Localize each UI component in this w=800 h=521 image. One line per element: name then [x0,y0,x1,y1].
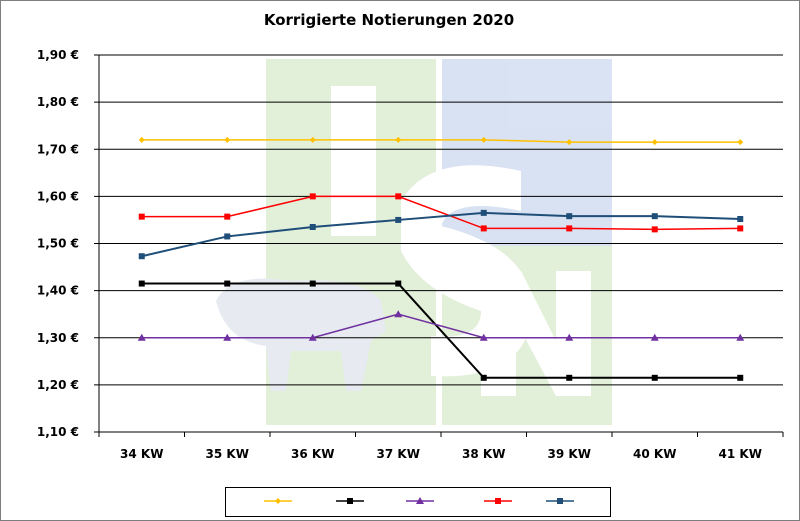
data-point [309,193,316,200]
y-axis-ticks: 1,10 € 1,20 € 1,30 € 1,40 € 1,50 € 1,60 € 1,70… [37,48,99,439]
data-point [480,374,487,381]
data-point [224,213,231,220]
y-tick-label: 1,80 € [37,95,79,109]
y-tick-label: 1,20 € [37,378,79,392]
data-point [737,225,744,232]
data-point [308,333,317,341]
data-point [309,280,316,287]
series-2 [138,280,744,381]
data-point [566,225,573,232]
isn-watermark-logo [216,59,612,425]
x-tick-label: 35 KW [206,447,249,461]
y-tick-label: 1,50 € [37,237,79,251]
data-point [224,136,231,143]
data-point [395,193,402,200]
data-point [138,253,145,260]
legend [225,487,611,517]
x-tick-label: 34 KW [120,447,163,461]
data-point [309,224,316,231]
legend-item-1 [264,498,292,504]
x-tick-label: 40 KW [633,447,676,461]
y-tick-label: 1,10 € [37,425,79,439]
y-tick-label: 1,70 € [37,142,79,156]
x-tick-label: 41 KW [719,447,762,461]
legend-item-5 [546,498,574,504]
series-line [141,195,741,231]
data-point [737,139,744,146]
data-point [138,213,145,220]
y-tick-label: 1,40 € [37,284,79,298]
data-point [480,209,487,216]
data-point [395,136,402,143]
legend-swatches [264,497,574,504]
data-point [394,310,403,318]
data-point [275,498,281,504]
data-point [395,216,402,223]
x-axis-ticks: 34 KW 35 KW 36 KW 37 KW 38 KW 39 KW 40 KW 41 KW [98,432,784,461]
series-line [141,211,741,258]
legend-item-4 [484,498,512,504]
data-point [137,333,146,341]
data-point [480,225,487,232]
y-tick-label: 1,90 € [37,48,79,62]
series-3 [137,310,745,341]
series-line [141,313,741,339]
data-point [224,233,231,240]
x-tick-label: 37 KW [377,447,420,461]
series-4 [138,193,744,233]
data-point [495,498,501,504]
data-point [651,139,658,146]
data-point [480,136,487,143]
series-line [141,139,741,143]
data-point [347,498,353,504]
data-point [138,136,145,143]
data-point [479,333,488,341]
x-tick-label: 39 KW [548,447,591,461]
data-point [557,498,563,504]
data-point [651,374,658,381]
data-point [224,280,231,287]
data-point [737,215,744,222]
data-point [737,374,744,381]
data-point [565,333,574,341]
chart-title: Korrigierte Notierungen 2020 [263,11,515,29]
series-line [141,282,741,379]
data-point [138,280,145,287]
data-point [395,280,402,287]
x-tick-label: 38 KW [462,447,505,461]
data-point [651,213,658,220]
y-tick-label: 1,60 € [37,189,79,203]
data-point [566,139,573,146]
series-lines [137,136,745,381]
data-point [651,226,658,233]
data-point [309,136,316,143]
series-1 [138,136,744,146]
data-point [223,333,232,341]
x-tick-label: 36 KW [291,447,334,461]
data-point [416,497,424,504]
data-point [736,333,745,341]
legend-item-3 [406,497,434,504]
data-point [650,333,659,341]
data-point [566,213,573,220]
y-tick-label: 1,30 € [37,331,79,345]
legend-item-2 [336,498,364,504]
series-5 [138,209,744,260]
data-point [566,374,573,381]
